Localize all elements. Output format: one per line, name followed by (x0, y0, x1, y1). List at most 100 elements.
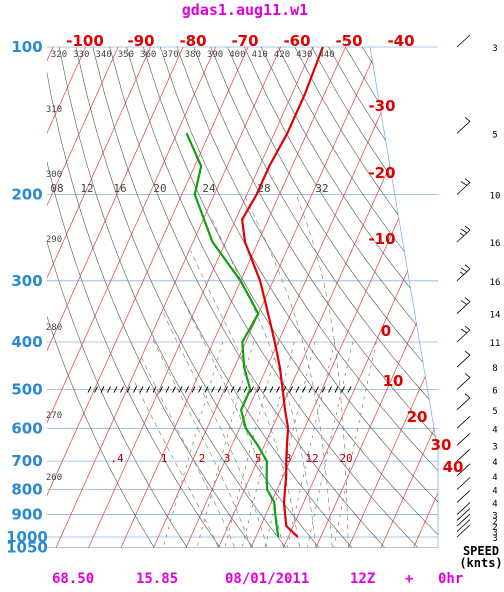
hatch-mark (94, 386, 98, 393)
mixing-ratio-line (224, 341, 280, 548)
top-temperature-tick-label: -70 (231, 32, 258, 50)
hatch-mark (243, 386, 248, 393)
dry-adiabat-line (126, 47, 418, 548)
hatch-mark (328, 386, 332, 393)
right-temperature-tick-label: 10 (383, 372, 404, 390)
dry-adiabat-line (260, 47, 438, 548)
wind-speed-label: 6 (492, 386, 497, 396)
theta-label: 390 (207, 50, 223, 60)
dry-adiabat-line (75, 47, 320, 548)
hatch-mark (302, 386, 306, 393)
dry-adiabat-line (47, 47, 221, 548)
wind-barb-staff (456, 508, 471, 521)
right-temperature-tick-label: -20 (368, 164, 395, 182)
wind-speed-label: 5 (492, 130, 497, 140)
wind-barb-flag (460, 228, 468, 234)
dry-adiabat-line (143, 47, 438, 548)
mixing-ratio-lower-label: 1 (161, 452, 168, 465)
top-temperature-tick-label: -100 (66, 32, 104, 50)
theta-label: 380 (185, 50, 201, 60)
dry-adiabat-line (361, 47, 438, 548)
wind-barb-flag (464, 373, 471, 378)
isotherm-line (55, 47, 281, 548)
footer-forecast: 0hr (438, 571, 463, 587)
mixing-ratio-line (333, 341, 377, 548)
dry-adiabat-line (294, 47, 438, 548)
wind-barb-flag (464, 393, 471, 399)
footer-plus: + (405, 571, 413, 587)
pressure-tick-label: 700 (11, 452, 42, 470)
theta-label: 330 (73, 50, 89, 60)
theta-label: 430 (296, 50, 312, 60)
mixing-ratio-upper-label: 24 (202, 182, 216, 195)
moist-adiabat-line (163, 313, 268, 548)
wind-barb-flag (464, 178, 471, 183)
theta-label: 400 (229, 50, 245, 60)
hatch-mark (152, 386, 157, 393)
pressure-tick-label: 100 (11, 38, 42, 56)
hatch-mark (334, 386, 339, 393)
pressure-tick-label: 500 (11, 380, 42, 398)
theta-label: 320 (51, 50, 67, 60)
footer: 68.50 15.85 08/01/2011 12Z + 0hr (52, 571, 463, 587)
wind-barb-staff (456, 416, 471, 429)
dry-adiabat-line (277, 47, 438, 548)
dry-adiabat-line (47, 47, 254, 548)
wind-speed-label: 10 (490, 192, 501, 202)
right-temperature-tick-label: 40 (443, 458, 464, 476)
moist-adiabat-line (151, 336, 252, 548)
wind-barb-staff (456, 34, 471, 48)
pressure-tick-label: 1050 (6, 538, 48, 556)
moist-adiabat-line (295, 194, 349, 548)
hatch-mark (224, 386, 228, 393)
dry-adiabat-line (227, 47, 438, 548)
theta-label: 280 (46, 323, 62, 333)
dry-adiabat-line (58, 47, 287, 548)
wind-speed-label: 4 (492, 487, 497, 497)
pressure-tick-label: 600 (11, 419, 42, 437)
wind-speed-label: 3 (492, 512, 497, 522)
footer-lon: 15.85 (136, 571, 178, 587)
isotherm-line (47, 47, 119, 548)
theta-label: 360 (140, 50, 156, 60)
right-temperature-tick-label: 0 (381, 322, 391, 340)
moist-adiabat-line (209, 214, 317, 548)
wind-barb-staff (456, 502, 471, 515)
isotherm-line (47, 47, 151, 548)
dry-adiabat-line (311, 47, 438, 548)
wind-speed-label: 3 (492, 44, 497, 54)
hatch-mark (204, 386, 209, 393)
theta-label: 300 (46, 170, 62, 180)
hatch-mark (256, 386, 261, 393)
theta-label: 370 (162, 50, 178, 60)
hatch-mark (172, 386, 176, 393)
moist-adiabat-line (141, 357, 235, 548)
dry-adiabat-line (47, 47, 155, 548)
hatch-mark (250, 386, 254, 393)
hatch-mark (315, 386, 319, 393)
wind-barb-flag (464, 350, 471, 356)
wind-speed-label: 16 (490, 239, 501, 249)
theta-label: 340 (95, 50, 111, 60)
isotherm-line (380, 47, 438, 548)
wind-barb-flag (460, 267, 468, 273)
wind-barb-staff (456, 120, 471, 134)
pressure-tick-label: 200 (11, 186, 42, 204)
wind-speed-label: 4 (492, 499, 497, 509)
theta-label: 420 (274, 50, 290, 60)
pressure-tick-label: 400 (11, 333, 42, 351)
mixing-ratio-upper-label: 12 (80, 182, 93, 195)
hatch-mark (139, 386, 144, 393)
pressure-tick-label: 1000 (6, 528, 48, 546)
dry-adiabat-line (210, 47, 438, 548)
right-temperature-tick-label: 20 (407, 408, 428, 426)
pressure-tick-label: 300 (11, 272, 42, 290)
mixing-ratio-upper-label: 16 (113, 182, 126, 195)
pressure-tick-label: 800 (11, 481, 42, 499)
isotherm-line (120, 47, 346, 548)
footer-lat: 68.50 (52, 571, 94, 587)
hatch-mark (217, 386, 222, 393)
wind-barb-flag (464, 325, 471, 331)
